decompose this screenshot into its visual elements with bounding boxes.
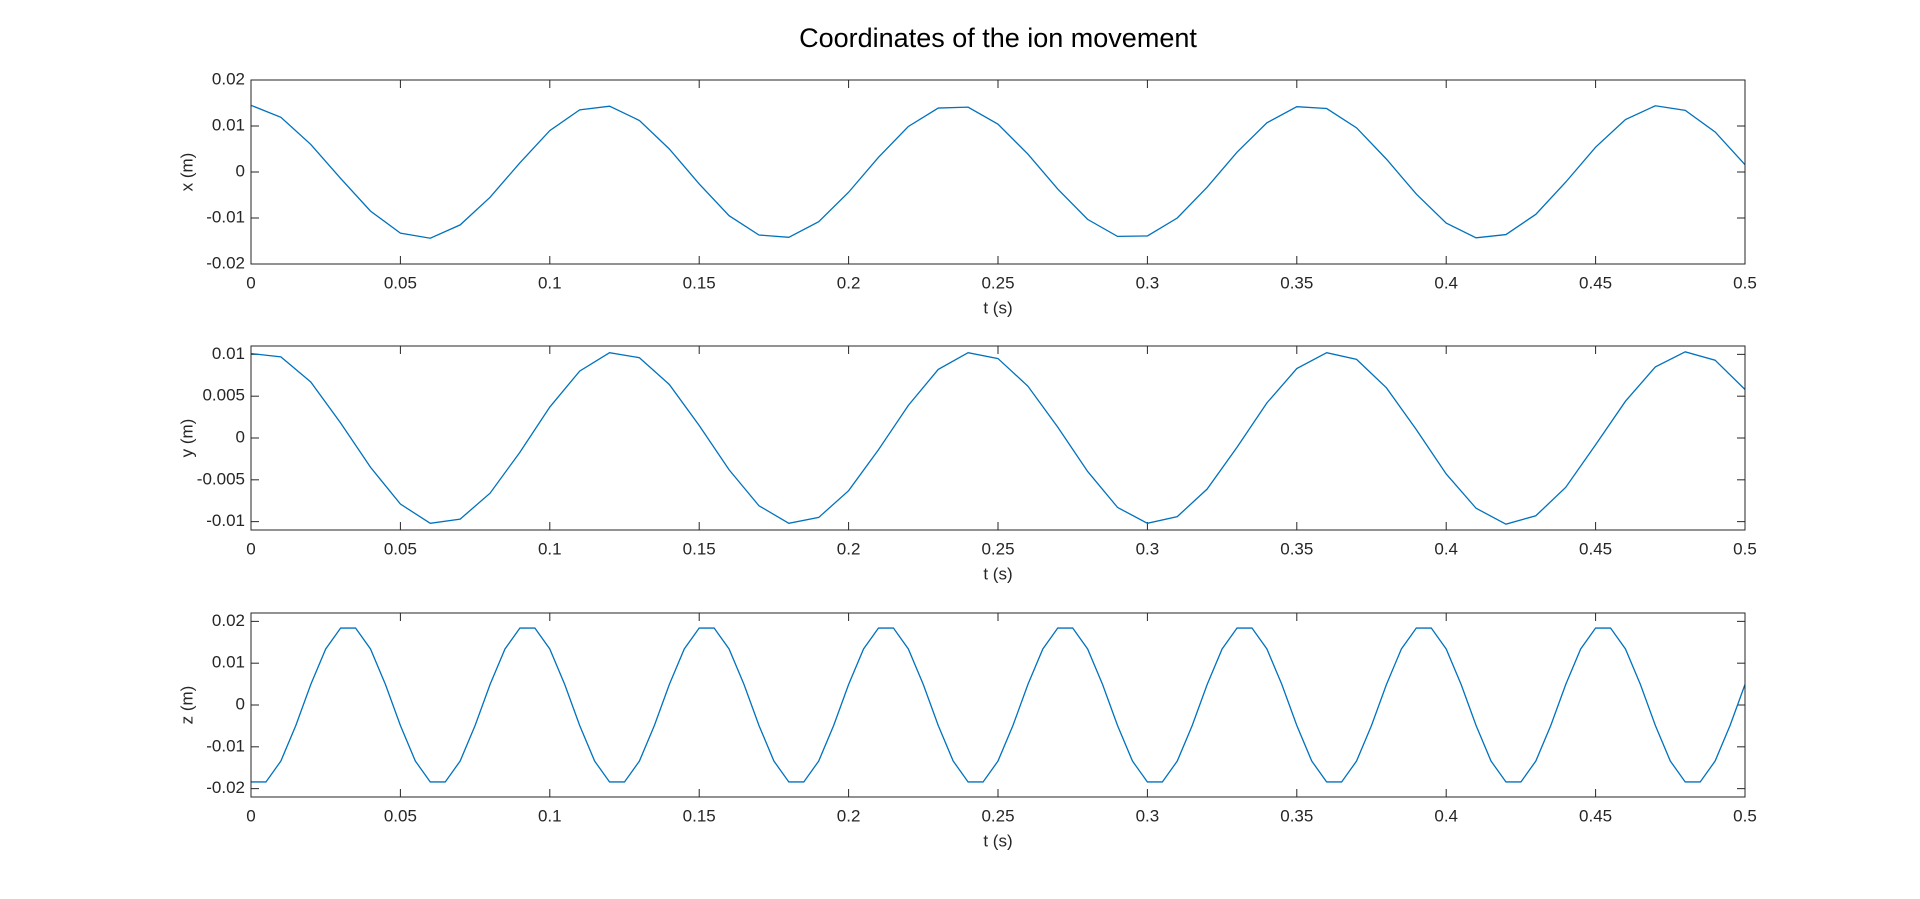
x-tick-label: 0.35: [1280, 273, 1313, 292]
y-tick-label: 0.01: [212, 653, 245, 672]
x-tick-label: 0.5: [1733, 273, 1757, 292]
x-tick-label: 0.3: [1136, 539, 1160, 558]
axes-box: [250, 345, 1746, 531]
y-tick-label: 0.01: [212, 115, 245, 134]
x-tick-label: 0.15: [683, 273, 716, 292]
x-tick-label: 0.45: [1579, 539, 1612, 558]
x-tick-label: 0.05: [384, 273, 417, 292]
figure-title: Coordinates of the ion movement: [799, 23, 1197, 53]
x-axis-label: t (s): [983, 298, 1012, 317]
x-tick-label: 0.05: [384, 806, 417, 825]
y-axis-label: x (m): [177, 153, 196, 192]
x-tick-label: 0: [246, 539, 255, 558]
x-tick-label: 0: [246, 273, 255, 292]
x-tick-label: 0.4: [1434, 539, 1458, 558]
y-tick-label: -0.005: [197, 469, 245, 488]
x-tick-label: 0.45: [1579, 806, 1612, 825]
axes-box: [250, 612, 1746, 798]
x-tick-label: 0.1: [538, 539, 562, 558]
x-tick-label: 0.5: [1733, 806, 1757, 825]
y-tick-label: 0: [236, 427, 245, 446]
x-tick-label: 0.05: [384, 539, 417, 558]
x-tick-label: 0.25: [981, 806, 1014, 825]
x-tick-label: 0.4: [1434, 273, 1458, 292]
plot-area: [251, 613, 1745, 797]
x-tick-label: 0.35: [1280, 806, 1313, 825]
y-tick-label: -0.02: [206, 778, 245, 797]
x-tick-label: 0.35: [1280, 539, 1313, 558]
y-axis-label: y (m): [177, 419, 196, 458]
x-tick-label: 0.25: [981, 539, 1014, 558]
x-tick-label: 0.2: [837, 806, 861, 825]
y-tick-label: -0.01: [206, 736, 245, 755]
x-tick-label: 0.15: [683, 806, 716, 825]
y-tick-label: 0.02: [212, 611, 245, 630]
y-tick-label: -0.01: [206, 511, 245, 530]
x-tick-label: 0.5: [1733, 539, 1757, 558]
x-tick-label: 0.2: [837, 273, 861, 292]
y-tick-label: -0.02: [206, 253, 245, 272]
data-line: [251, 627, 1746, 783]
x-tick-label: 0.4: [1434, 806, 1458, 825]
y-tick-label: 0: [236, 694, 245, 713]
x-tick-label: 0: [246, 806, 255, 825]
data-line: [250, 351, 1746, 525]
y-tick-label: -0.01: [206, 207, 245, 226]
x-tick-label: 0.45: [1579, 273, 1612, 292]
y-tick-label: 0.01: [212, 344, 245, 363]
y-tick-label: 0.02: [212, 69, 245, 88]
plot-area: [251, 346, 1745, 530]
axes-box: [250, 79, 1746, 265]
x-tick-label: 0.25: [981, 273, 1014, 292]
y-tick-label: 0.005: [202, 386, 245, 405]
x-tick-label: 0.15: [683, 539, 716, 558]
x-axis-label: t (s): [983, 564, 1012, 583]
x-tick-label: 0.3: [1136, 273, 1160, 292]
x-tick-label: 0.3: [1136, 806, 1160, 825]
x-tick-label: 0.2: [837, 539, 861, 558]
plot-area: [251, 80, 1745, 264]
y-tick-label: 0: [236, 161, 245, 180]
x-tick-label: 0.1: [538, 806, 562, 825]
data-line: [250, 104, 1746, 239]
x-axis-label: t (s): [983, 831, 1012, 850]
x-tick-label: 0.1: [538, 273, 562, 292]
y-axis-label: z (m): [177, 686, 196, 725]
